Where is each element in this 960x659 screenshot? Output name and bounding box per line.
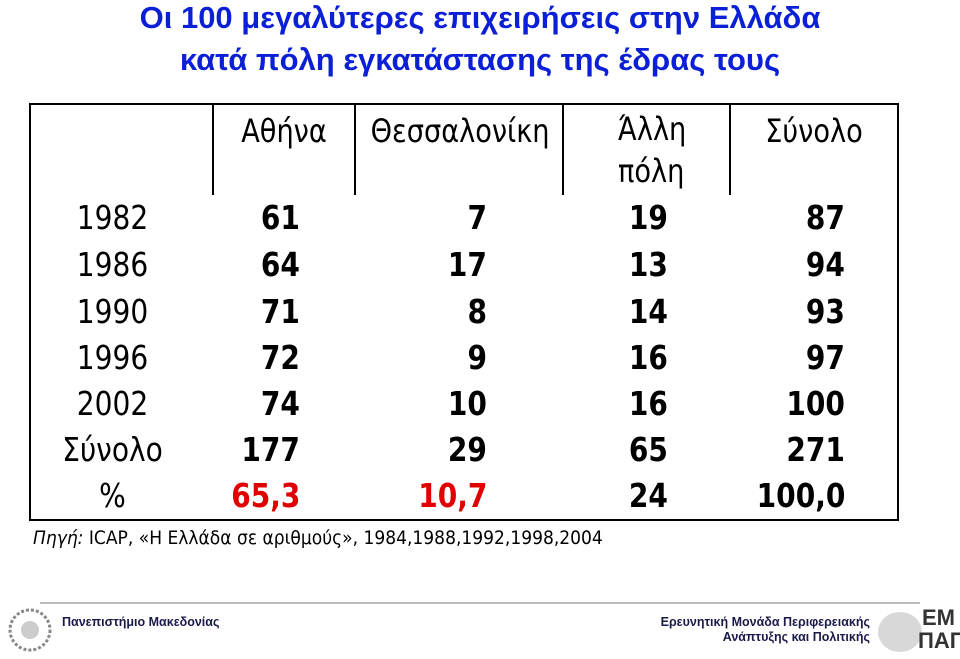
row-label: Σύνολο xyxy=(62,430,163,469)
table-cell: 65 xyxy=(628,430,668,469)
footer-left: Πανεπιστήμιο Μακεδονίας xyxy=(62,615,220,629)
header-cell: Σύνολο xyxy=(765,112,863,150)
source-label: Πηγή: xyxy=(33,527,84,549)
row-label: 1990 xyxy=(76,292,149,331)
table-cell: 271 xyxy=(786,430,845,469)
table-cell: 13 xyxy=(628,245,668,284)
table-cell: 74 xyxy=(260,384,300,423)
table-cell: 16 xyxy=(628,338,668,377)
table-cell: 100,0 xyxy=(756,476,845,515)
table-cell: 17 xyxy=(447,245,487,284)
title-line: Οι 100 μεγαλύτερες επιχειρήσεις στην Ελλ… xyxy=(139,0,821,35)
table-cell: 93 xyxy=(805,292,845,331)
table-cell: 29 xyxy=(447,430,487,469)
table-cell: 9 xyxy=(467,338,487,377)
header-cell: Θεσσαλονίκη xyxy=(370,112,550,150)
table-cell: 7 xyxy=(467,198,487,237)
table-cell: 10,7 xyxy=(417,476,487,515)
row-label: 1982 xyxy=(76,198,149,237)
header-cell: Άλλη πόλη xyxy=(618,110,687,190)
table-cell: 71 xyxy=(260,292,300,331)
table-cell: 19 xyxy=(628,198,668,237)
source: Πηγή: ICAP, «Η Ελλάδα σε αριθμούς», 1984… xyxy=(33,527,603,549)
row-label: 1996 xyxy=(76,338,149,377)
table-cell: 65,3 xyxy=(230,476,300,515)
table-cell: 94 xyxy=(805,245,845,284)
row-label: 2002 xyxy=(76,384,149,423)
footer-right: Ανάπτυξης και Πολιτικής xyxy=(722,630,870,644)
table-cell: 14 xyxy=(628,292,668,331)
table-cell: 64 xyxy=(260,245,300,284)
table-cell: 72 xyxy=(260,338,300,377)
table-cell: 10 xyxy=(447,384,487,423)
table-cell: 87 xyxy=(805,198,845,237)
table-cell: 100 xyxy=(786,384,845,423)
table-cell: 177 xyxy=(241,430,300,469)
table-cell: 61 xyxy=(260,198,300,237)
table-cell: 8 xyxy=(467,292,487,331)
row-label: 1986 xyxy=(76,245,149,284)
row-label: % xyxy=(99,476,126,515)
table-cell: 97 xyxy=(805,338,845,377)
table-cell: 16 xyxy=(628,384,668,423)
table-cell: 24 xyxy=(628,476,668,515)
footer-right: Ερευνητική Μονάδα Περιφερειακής xyxy=(660,615,870,629)
source-text: ICAP, «Η Ελλάδα σε αριθμούς», 1984,1988,… xyxy=(88,527,603,549)
logo-text: ΠΑΠ xyxy=(918,628,960,653)
logo-text: ΕΜ xyxy=(922,605,955,630)
title-line: κατά πόλη εγκατάστασης της έδρας τους xyxy=(179,42,781,77)
header-cell: Αθήνα xyxy=(241,112,327,150)
